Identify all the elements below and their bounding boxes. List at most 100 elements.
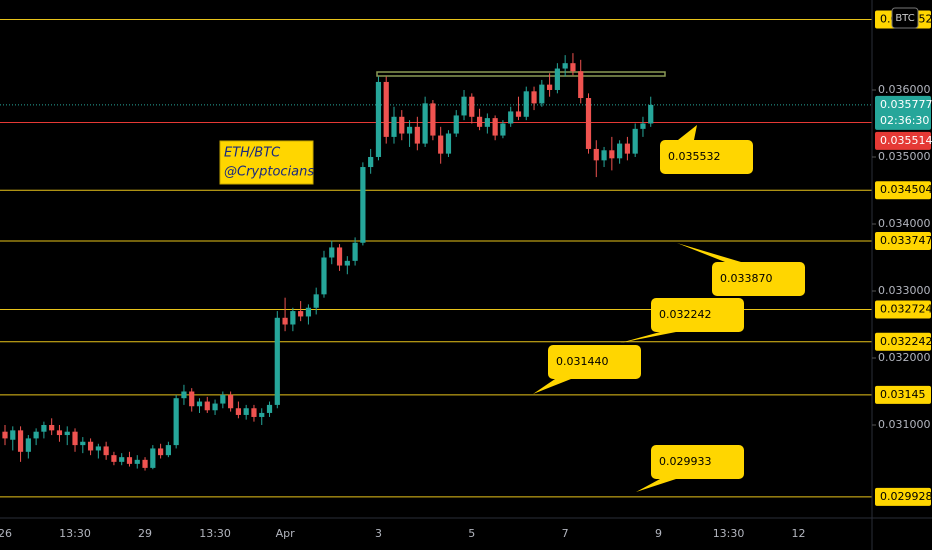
candle-body: [547, 84, 553, 90]
level-tag: [875, 332, 931, 351]
candle-body: [17, 430, 24, 452]
level-tag: [875, 385, 931, 404]
level-tag: [875, 487, 931, 506]
callout-label: 0.029933: [659, 455, 712, 468]
annotation-line: @Cryptocians: [224, 165, 314, 180]
candle-body: [469, 96, 475, 117]
candle-body: [158, 448, 164, 456]
candle-body: [134, 459, 140, 464]
candle-body: [25, 438, 31, 452]
candle-body: [414, 126, 420, 144]
candle-body: [305, 307, 312, 317]
candle-body: [298, 311, 304, 317]
candle-body: [336, 247, 343, 266]
candle-body: [422, 103, 428, 144]
candle-body: [562, 63, 568, 69]
candle-body: [189, 391, 195, 407]
candle-body: [2, 431, 8, 439]
candle-body: [554, 68, 560, 90]
x-tick-label: 12: [792, 527, 806, 540]
y-tick-label: 0.033000: [878, 284, 931, 297]
candle-body: [274, 317, 280, 405]
candle-body: [41, 424, 47, 432]
candle-body: [204, 401, 210, 411]
candle-body: [352, 242, 358, 261]
candle-body: [142, 459, 148, 468]
candle-body: [484, 118, 490, 127]
candle-body: [593, 148, 599, 161]
candle-body: [344, 260, 350, 266]
candle-body: [87, 441, 94, 451]
annotation-box: [219, 140, 314, 185]
candle-body: [266, 404, 273, 413]
y-tick-label: 0.035000: [878, 150, 931, 163]
y-tick-label: 0.034000: [878, 217, 931, 230]
candle-body: [445, 133, 452, 154]
candle-body: [500, 123, 506, 136]
x-tick-label: Apr: [276, 527, 296, 540]
x-tick-label: 9: [655, 527, 662, 540]
candle-body: [321, 257, 327, 295]
level-tag-label: 0.032242: [880, 335, 932, 348]
candle-body: [80, 441, 86, 446]
candle-body: [570, 63, 576, 72]
callout-tail: [678, 125, 697, 140]
candle-body: [49, 424, 55, 431]
candle-body: [609, 150, 615, 159]
candle-body: [64, 431, 70, 436]
candle-body: [531, 91, 537, 104]
candle-body: [220, 394, 226, 404]
y-tick-label: 0.031000: [878, 418, 931, 431]
callout-box: [548, 345, 641, 379]
candle-body: [399, 116, 405, 134]
candle-body: [126, 457, 133, 464]
candle-body: [150, 448, 156, 468]
candle-body: [508, 111, 514, 124]
candle-body: [617, 143, 623, 159]
callout-tail: [636, 479, 676, 492]
candle-body: [430, 103, 436, 136]
candle-body: [601, 150, 607, 161]
x-tick-label: 5: [468, 527, 475, 540]
candle-body: [72, 431, 78, 446]
last-price-label: 0.035777: [880, 98, 932, 111]
candle-body: [313, 294, 319, 308]
level-tag-label: 0.033747: [880, 234, 932, 247]
candle-body: [523, 91, 529, 117]
level-tag: [875, 181, 931, 200]
callout-box: [660, 140, 753, 174]
level-tag-label: 0.03145: [880, 388, 926, 401]
candle-body: [173, 398, 179, 446]
candle-body: [56, 430, 63, 436]
x-tick-label: 7: [562, 527, 569, 540]
callout-tail: [677, 243, 741, 262]
candle-body: [624, 143, 630, 154]
symbol-badge: [891, 7, 919, 29]
range-box: [376, 71, 666, 77]
candle-body: [453, 115, 459, 134]
candle-body: [632, 128, 638, 154]
candle-body: [165, 445, 171, 456]
candle-body: [492, 118, 498, 136]
candle-body: [251, 408, 257, 417]
candle-body: [438, 135, 444, 154]
candle-body: [391, 116, 397, 137]
level-tag-label: 0.032724: [880, 302, 932, 315]
candle-body: [383, 81, 389, 137]
callout-box: [651, 298, 744, 332]
candle-body: [368, 156, 374, 168]
y-tick-label: 0.032000: [878, 351, 931, 364]
x-tick-label: 13:30: [59, 527, 91, 540]
candle-body: [515, 111, 522, 117]
x-tick-label: 26: [0, 527, 12, 540]
level-tag-label: 0.029928: [880, 490, 932, 503]
callout-box: [651, 445, 744, 479]
candle-body: [375, 81, 382, 157]
callout-label: 0.033870: [720, 272, 773, 285]
candle-body: [10, 430, 16, 440]
annotation: ETH/BTC @Cryptocians: [219, 140, 314, 185]
candle-body: [360, 167, 366, 243]
callout-box: [712, 262, 805, 296]
candle-body: [578, 71, 584, 99]
